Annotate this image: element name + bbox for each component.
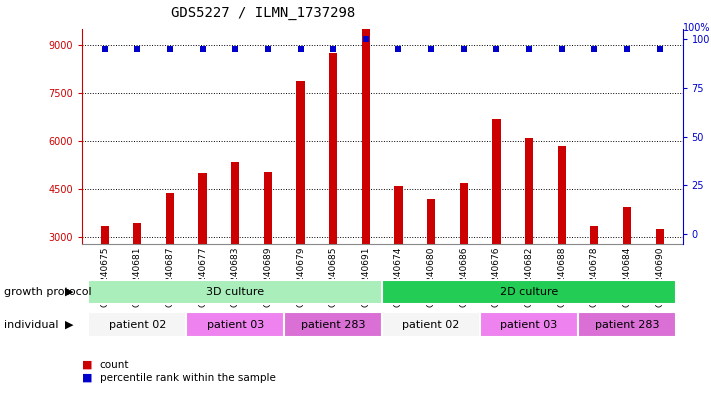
Bar	[231, 162, 240, 333]
Point	[360, 36, 372, 42]
Bar	[88, 312, 186, 338]
Text: patient 02: patient 02	[402, 320, 460, 330]
Text: patient 283: patient 283	[301, 320, 365, 330]
Text: ■: ■	[82, 373, 92, 383]
Bar	[578, 312, 676, 338]
Bar	[100, 226, 109, 333]
Point	[295, 46, 306, 52]
Point	[458, 46, 469, 52]
Point	[392, 46, 404, 52]
Bar	[296, 81, 304, 333]
Bar	[656, 229, 664, 333]
Bar	[198, 173, 207, 333]
Bar	[329, 53, 337, 333]
Bar	[166, 193, 174, 333]
Bar	[460, 183, 468, 333]
Text: 100%: 100%	[683, 23, 710, 33]
Bar	[186, 312, 284, 338]
Point	[491, 46, 502, 52]
Point	[197, 46, 208, 52]
Bar	[590, 226, 599, 333]
Point	[654, 46, 665, 52]
Text: count: count	[100, 360, 129, 370]
Text: 3D culture: 3D culture	[206, 287, 264, 297]
Bar	[88, 279, 383, 304]
Bar	[492, 119, 501, 333]
Bar	[362, 17, 370, 333]
Text: GDS5227 / ILMN_1737298: GDS5227 / ILMN_1737298	[171, 6, 356, 20]
Bar	[427, 199, 435, 333]
Point	[425, 46, 437, 52]
Text: ▶: ▶	[65, 320, 74, 330]
Point	[164, 46, 176, 52]
Point	[99, 46, 110, 52]
Point	[262, 46, 274, 52]
Bar	[623, 207, 631, 333]
Point	[556, 46, 567, 52]
Bar	[557, 146, 566, 333]
Text: patient 03: patient 03	[501, 320, 557, 330]
Text: patient 03: patient 03	[207, 320, 264, 330]
Point	[132, 46, 143, 52]
Point	[523, 46, 535, 52]
Point	[328, 46, 339, 52]
Point	[589, 46, 600, 52]
Point	[230, 46, 241, 52]
Text: 2D culture: 2D culture	[500, 287, 558, 297]
Text: patient 283: patient 283	[595, 320, 659, 330]
Point	[621, 46, 633, 52]
Text: ■: ■	[82, 360, 92, 370]
Text: patient 02: patient 02	[109, 320, 166, 330]
Bar	[133, 223, 141, 333]
Bar	[525, 138, 533, 333]
Bar	[264, 172, 272, 333]
Bar	[395, 186, 402, 333]
Text: individual: individual	[4, 320, 58, 330]
Bar	[383, 312, 480, 338]
Text: ▶: ▶	[65, 286, 74, 297]
Text: percentile rank within the sample: percentile rank within the sample	[100, 373, 275, 383]
Bar	[480, 312, 578, 338]
Text: growth protocol: growth protocol	[4, 286, 91, 297]
Bar	[284, 312, 383, 338]
Bar	[383, 279, 676, 304]
